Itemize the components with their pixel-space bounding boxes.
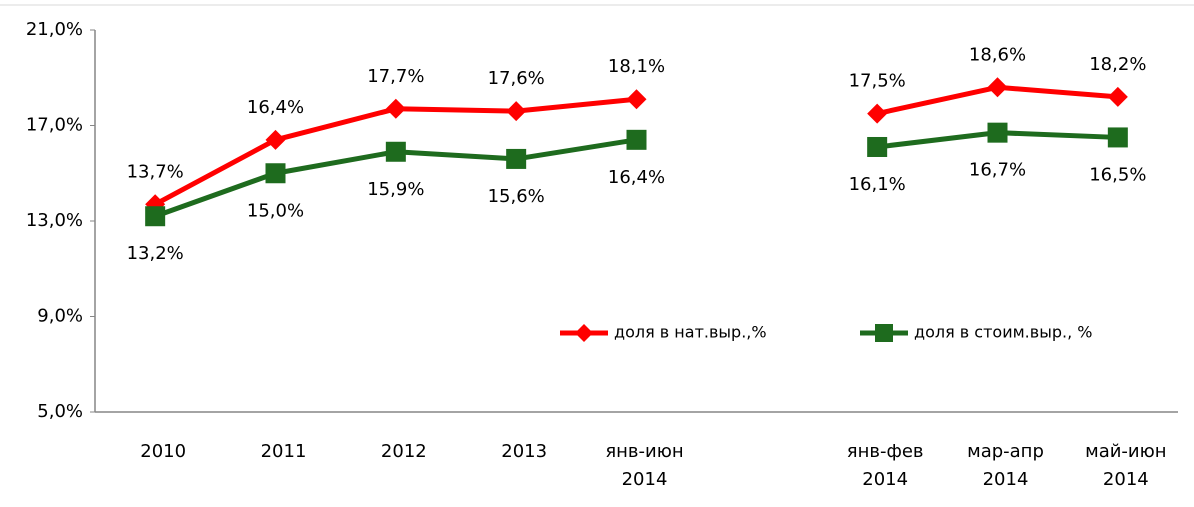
data-label: 16,4% — [608, 167, 665, 188]
legend-marker — [575, 324, 593, 342]
marker — [265, 129, 286, 150]
marker — [145, 206, 166, 227]
x-tick-label: мар-апр 2014 — [967, 441, 1044, 490]
marker — [506, 101, 527, 122]
data-label: 18,2% — [1089, 54, 1146, 75]
data-label: 16,7% — [969, 160, 1026, 181]
x-tick-label: 2013 — [501, 441, 548, 462]
data-label: 15,9% — [367, 179, 424, 200]
y-tick-label: 17,0% — [26, 115, 83, 136]
data-label: 17,5% — [849, 71, 906, 92]
data-label: 15,6% — [488, 186, 545, 207]
x-tick-label: янв-фев 2014 — [846, 441, 924, 490]
data-label: 16,5% — [1089, 164, 1146, 185]
y-tick-label: 9,0% — [37, 306, 83, 327]
data-label: 17,7% — [367, 66, 424, 87]
data-label: 18,6% — [969, 44, 1026, 65]
x-tick-label: 2010 — [140, 441, 187, 462]
marker — [626, 89, 647, 110]
data-label: 17,6% — [488, 68, 545, 89]
data-label: 18,1% — [608, 56, 665, 77]
x-tick-label: 2011 — [260, 441, 307, 462]
marker — [1107, 86, 1128, 107]
y-tick-label: 21,0% — [26, 19, 83, 40]
marker — [1107, 127, 1128, 148]
legend-marker — [875, 324, 893, 342]
legend-label: доля в нат.выр.,% — [614, 323, 767, 342]
marker — [385, 98, 406, 119]
x-tick-label: май-июн 2014 — [1085, 441, 1167, 490]
data-label: 15,0% — [247, 200, 304, 221]
x-tick-label: янв-июн 2014 — [605, 441, 684, 490]
marker — [987, 122, 1008, 143]
y-tick-label: 13,0% — [26, 210, 83, 231]
marker — [385, 141, 406, 162]
data-label: 13,2% — [127, 243, 184, 264]
marker — [987, 77, 1008, 98]
marker — [506, 148, 527, 169]
data-label: 16,1% — [849, 174, 906, 195]
data-label: 13,7% — [127, 161, 184, 182]
y-tick-label: 5,0% — [37, 401, 83, 422]
marker — [867, 103, 888, 124]
data-label: 16,4% — [247, 97, 304, 118]
marker — [626, 129, 647, 150]
marker — [867, 136, 888, 157]
marker — [265, 163, 286, 184]
legend-label: доля в стоим.выр., % — [914, 323, 1092, 342]
x-tick-label: 2012 — [380, 441, 427, 462]
